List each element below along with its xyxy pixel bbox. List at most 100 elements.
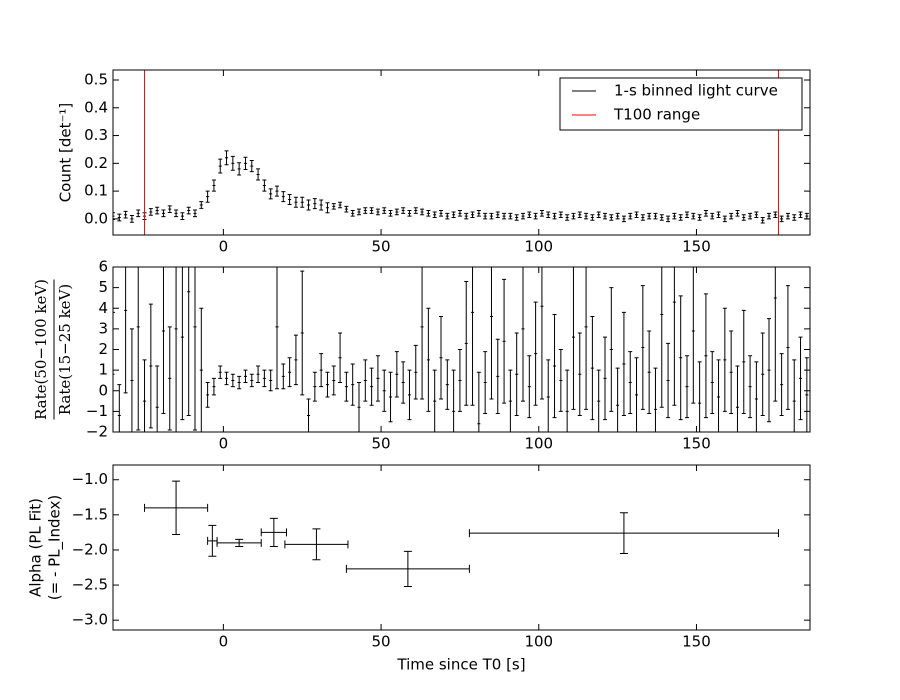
y-tick-label: 4	[98, 299, 108, 317]
error-bar	[123, 267, 128, 394]
error-bar	[539, 267, 544, 400]
y-axis-label-denominator: Rate(15−25 keV)	[56, 284, 74, 416]
legend-box	[559, 77, 803, 131]
error-bar	[117, 213, 122, 222]
error-bar	[432, 369, 437, 432]
error-bar	[312, 371, 317, 402]
error-bar	[716, 359, 721, 432]
y-tick-label: 0.0	[84, 209, 108, 227]
error-bar	[407, 210, 412, 217]
y-tick-label: 5	[98, 278, 108, 296]
error-bar	[521, 267, 525, 402]
error-bar	[470, 211, 475, 218]
error-bar	[369, 367, 374, 406]
error-bar	[804, 212, 809, 220]
error-bar	[468, 512, 779, 554]
error-bar	[325, 371, 330, 398]
error-bar	[489, 267, 494, 400]
error-bar	[508, 369, 513, 432]
error-bar	[521, 212, 525, 220]
x-tick-label: 150	[682, 435, 711, 453]
error-bar	[634, 357, 639, 432]
error-bar	[527, 211, 532, 218]
error-bar	[350, 363, 355, 406]
error-bar	[211, 377, 216, 396]
error-bar	[186, 206, 191, 215]
error-bar	[123, 210, 128, 219]
error-bar	[603, 336, 607, 421]
error-bar	[565, 214, 570, 221]
error-bar	[483, 351, 488, 414]
plot-frame	[112, 266, 811, 433]
error-bar	[401, 207, 406, 214]
error-bar	[262, 369, 267, 388]
error-bar	[760, 332, 765, 416]
error-bar	[647, 212, 652, 220]
error-bar	[237, 375, 242, 390]
error-bar	[218, 158, 223, 174]
error-bar	[659, 214, 664, 221]
error-bar	[256, 168, 261, 181]
error-bar	[470, 267, 475, 406]
error-bar	[577, 332, 582, 416]
error-bar	[527, 355, 532, 419]
error-bar	[375, 208, 380, 216]
error-bar	[161, 209, 166, 218]
error-bar	[338, 201, 343, 209]
error-bar	[142, 359, 147, 432]
error-bar	[420, 267, 425, 400]
error-bar	[186, 267, 191, 416]
x-tick-label: 0	[219, 633, 229, 651]
error-bar	[767, 212, 771, 220]
error-bar	[741, 214, 746, 221]
error-bar	[577, 211, 582, 218]
error-bar	[653, 212, 658, 220]
error-bar	[508, 212, 513, 220]
error-bar	[249, 373, 254, 388]
error-bar	[514, 332, 519, 416]
error-bar	[653, 367, 658, 432]
legend-label: 1-s binned light curve	[614, 82, 778, 100]
x-axis-label: Time since T0 [s]	[396, 656, 525, 674]
error-bar	[735, 210, 740, 217]
error-bar	[502, 212, 507, 220]
plot-frame	[112, 69, 811, 236]
error-bar	[284, 528, 349, 561]
error-bar	[331, 203, 336, 210]
error-bar	[754, 211, 759, 218]
error-bar	[325, 202, 330, 214]
error-bar	[767, 318, 771, 423]
y-tick-label: 0.1	[84, 182, 108, 200]
error-bar	[785, 212, 790, 220]
error-bar	[735, 365, 740, 432]
error-bar	[275, 185, 279, 197]
error-bar	[439, 210, 443, 217]
error-bar	[716, 211, 721, 218]
error-bar	[533, 212, 538, 220]
error-bar	[287, 357, 292, 388]
error-bar	[256, 365, 261, 383]
error-bar	[634, 211, 639, 218]
error-bar	[129, 328, 134, 432]
x-tick-label: 150	[682, 238, 711, 256]
error-bar	[161, 267, 166, 414]
error-bar	[268, 369, 273, 392]
error-bar	[748, 212, 753, 220]
error-bar	[331, 365, 336, 396]
y-axis-label-numerator: Rate(50−100 keV)	[32, 279, 50, 420]
error-bar	[180, 267, 185, 421]
error-bar	[357, 382, 361, 432]
error-bar	[729, 212, 734, 220]
error-bar	[615, 367, 620, 432]
error-bar	[293, 334, 298, 386]
error-bar	[249, 160, 254, 173]
error-bar	[394, 208, 399, 216]
error-bar	[167, 205, 172, 213]
error-bar	[275, 267, 279, 390]
error-bar	[129, 215, 134, 223]
error-bar	[281, 363, 286, 390]
error-bar	[148, 208, 153, 216]
error-bar	[211, 179, 216, 192]
error-bar	[205, 382, 210, 408]
